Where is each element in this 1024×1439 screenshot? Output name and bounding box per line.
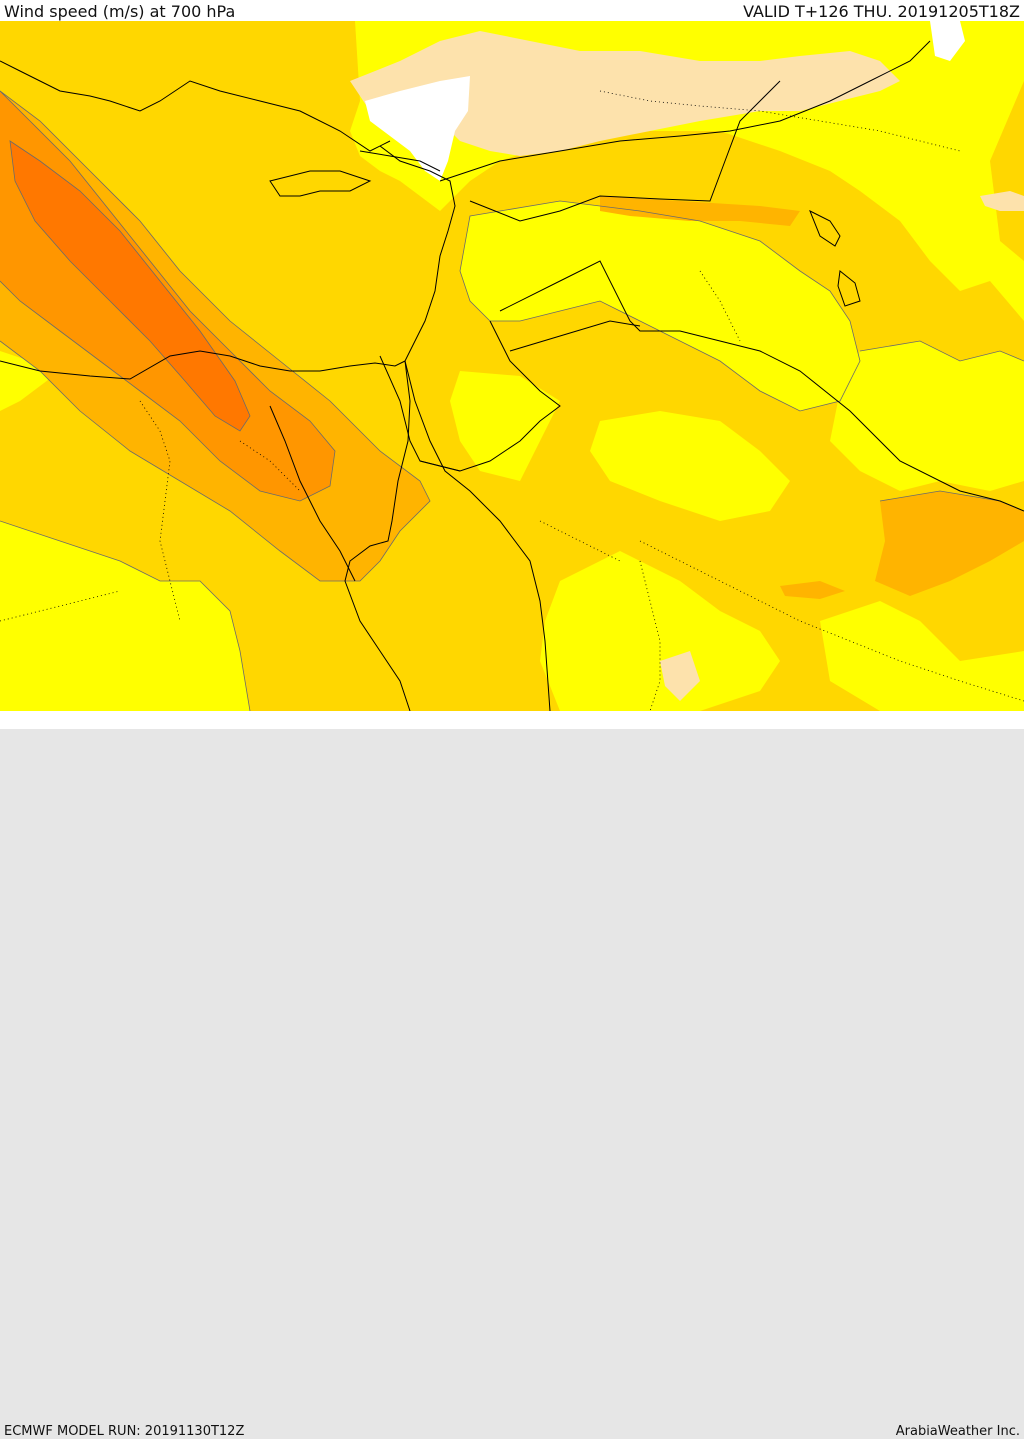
band-yellow-east — [830, 341, 1024, 491]
contour-lines — [0, 90, 1024, 711]
footer-bar: ECMWF MODEL RUN: 20191130T12Z ArabiaWeat… — [0, 711, 1024, 1439]
model-run: ECMWF MODEL RUN: 20191130T12Z — [4, 1424, 245, 1439]
valid-time: VALID T+126 THU. 20191205T18Z — [743, 2, 1020, 21]
header-bar: Wind speed (m/s) at 700 hPa VALID T+126 … — [0, 0, 1024, 21]
coastlines — [0, 60, 861, 711]
band-midhigh-spot — [780, 581, 845, 599]
band-yellow-southeast — [820, 601, 1024, 711]
band-max-jet — [10, 141, 250, 431]
band-calm-turkey — [365, 76, 470, 181]
band-yellow-jordan — [450, 371, 560, 481]
band-yellow-iraq — [590, 411, 790, 521]
band-tan-north — [350, 31, 900, 156]
admin-boundaries — [0, 90, 1024, 711]
band-yellow-levant — [460, 201, 860, 411]
band-midhigh-south — [875, 491, 1024, 596]
credit: ArabiaWeather Inc. — [895, 1424, 1020, 1439]
band-midhigh-iraq — [600, 196, 800, 226]
band-tan-south — [660, 651, 700, 701]
band-yellow-southwest — [0, 521, 250, 711]
map-title: Wind speed (m/s) at 700 hPa — [4, 2, 236, 21]
wind-speed-map — [0, 21, 1024, 711]
band-yellow-south — [540, 551, 780, 711]
country-borders — [379, 40, 1024, 512]
band-tan-east — [980, 191, 1024, 211]
band-calm-northeast — [930, 21, 965, 61]
